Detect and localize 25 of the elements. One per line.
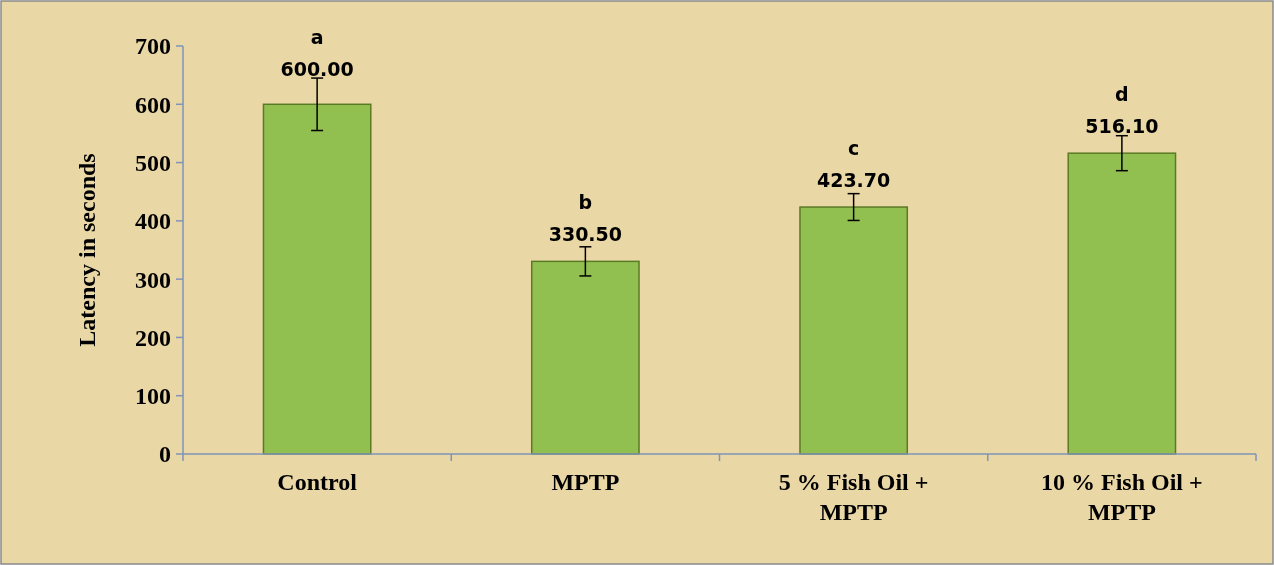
annotation: b bbox=[578, 191, 593, 214]
annotation: a bbox=[310, 26, 324, 49]
bar bbox=[262, 103, 372, 455]
annotation: d bbox=[1115, 83, 1129, 106]
y-tick-label: 300 bbox=[135, 266, 171, 293]
y-axis-title: Latency in seconds bbox=[74, 153, 100, 347]
y-tick-label: 100 bbox=[135, 383, 171, 410]
y-tick-label: 500 bbox=[135, 149, 171, 176]
data-label: 423.70 bbox=[816, 169, 891, 192]
bar bbox=[799, 206, 909, 455]
x-tick-label: 5 % Fish Oil + MPTP bbox=[778, 469, 929, 525]
y-tick-label: 700 bbox=[135, 33, 171, 60]
y-tick-label: 0 bbox=[159, 441, 171, 468]
bar bbox=[1067, 152, 1177, 455]
data-label: 516.10 bbox=[1085, 115, 1159, 138]
y-tick-label: 400 bbox=[135, 208, 171, 235]
data-label: 330.50 bbox=[548, 223, 623, 246]
x-tick-label: Control bbox=[277, 469, 358, 495]
y-tick-label: 600 bbox=[135, 91, 171, 118]
x-tick-label: 10 % Fish Oil + MPTP bbox=[1041, 469, 1203, 525]
bar bbox=[530, 260, 640, 455]
y-tick-label: 200 bbox=[135, 324, 171, 351]
data-label: 600.00 bbox=[280, 58, 354, 81]
annotation: c bbox=[847, 137, 860, 160]
x-tick-label: MPTP bbox=[551, 469, 620, 495]
